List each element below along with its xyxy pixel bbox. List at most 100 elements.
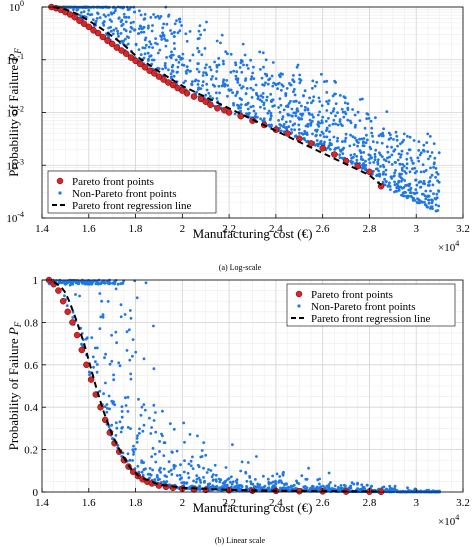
non-pareto-point	[271, 485, 274, 489]
non-pareto-point	[297, 482, 301, 485]
x-tick-label: 2	[180, 497, 186, 509]
non-pareto-point	[426, 132, 430, 136]
non-pareto-point	[105, 410, 109, 414]
non-pareto-point	[197, 50, 201, 54]
non-pareto-point	[408, 148, 412, 152]
non-pareto-point	[363, 164, 367, 168]
non-pareto-point	[280, 117, 284, 121]
non-pareto-point	[114, 9, 117, 13]
non-pareto-point	[208, 65, 212, 69]
non-pareto-point	[419, 151, 423, 155]
non-pareto-point	[390, 153, 394, 157]
non-pareto-point	[159, 470, 163, 474]
non-pareto-point	[284, 120, 288, 124]
non-pareto-point	[395, 489, 399, 493]
non-pareto-point	[108, 282, 112, 285]
pareto-point	[55, 287, 62, 294]
non-pareto-point	[261, 119, 265, 123]
non-pareto-point	[303, 108, 307, 112]
non-pareto-point	[195, 90, 199, 94]
non-pareto-point	[329, 148, 332, 151]
non-pareto-point	[167, 460, 171, 464]
non-pareto-point	[251, 71, 255, 75]
non-pareto-point	[377, 134, 381, 138]
non-pareto-point	[193, 79, 197, 83]
non-pareto-point	[428, 179, 432, 183]
non-pareto-point	[405, 162, 409, 166]
non-pareto-point	[292, 74, 295, 77]
non-pareto-point	[141, 429, 145, 433]
non-pareto-point	[399, 153, 403, 157]
non-pareto-point	[108, 407, 111, 411]
non-pareto-point	[194, 480, 198, 484]
non-pareto-point	[65, 304, 69, 307]
non-pareto-point	[226, 94, 229, 98]
x-tick-label: 1.8	[129, 223, 143, 235]
non-pareto-point	[175, 474, 179, 477]
non-pareto-point	[374, 116, 377, 120]
non-pareto-point	[387, 160, 391, 164]
non-pareto-point	[359, 155, 363, 159]
non-pareto-point	[116, 32, 120, 35]
non-pareto-point	[293, 135, 297, 138]
non-pareto-point	[240, 70, 244, 74]
non-pareto-point	[118, 420, 122, 424]
non-pareto-point	[401, 140, 404, 144]
non-pareto-point	[101, 313, 105, 317]
non-pareto-point	[196, 83, 200, 86]
non-pareto-point	[149, 16, 153, 19]
non-pareto-point	[217, 84, 221, 88]
non-pareto-point	[237, 104, 241, 108]
non-pareto-point	[156, 14, 160, 18]
non-pareto-point	[244, 471, 248, 475]
non-pareto-point	[383, 183, 387, 187]
non-pareto-point	[289, 83, 293, 87]
non-pareto-point	[349, 133, 352, 137]
non-pareto-point	[434, 175, 437, 179]
non-pareto-point	[258, 50, 262, 54]
pareto-point	[132, 57, 139, 65]
non-pareto-point	[254, 83, 258, 87]
non-pareto-point	[114, 330, 118, 334]
non-pareto-point	[240, 484, 244, 488]
non-pareto-point	[131, 354, 134, 358]
non-pareto-point	[318, 482, 321, 486]
non-pareto-point	[132, 450, 136, 454]
non-pareto-point	[174, 58, 178, 62]
non-pareto-point	[179, 463, 182, 467]
non-pareto-point	[110, 359, 114, 363]
non-pareto-point	[219, 41, 222, 45]
non-pareto-point	[327, 483, 331, 487]
non-pareto-point	[295, 65, 299, 69]
non-pareto-point	[299, 79, 303, 82]
non-pareto-point	[258, 98, 262, 102]
non-pareto-point	[325, 126, 329, 130]
non-pareto-point	[311, 484, 314, 488]
non-pareto-point	[191, 467, 195, 470]
non-pareto-point	[392, 138, 395, 141]
non-pareto-point	[343, 140, 347, 143]
non-pareto-point	[218, 91, 222, 95]
y-axis-label-sub: F	[13, 48, 23, 55]
non-pareto-point	[91, 355, 95, 359]
non-pareto-point	[59, 280, 63, 284]
non-pareto-point	[88, 13, 92, 17]
non-pareto-point	[262, 65, 265, 69]
non-pareto-point	[384, 180, 388, 184]
non-pareto-point	[291, 123, 295, 127]
x-axis: 1.4 1.6 1.8 2 2.2 2.4 2.6 2.8 3 3.2 Manufacturing …	[35, 488, 470, 528]
non-pareto-point	[340, 107, 344, 111]
non-pareto-point	[291, 79, 295, 82]
non-pareto-point	[187, 462, 191, 466]
non-pareto-point	[172, 464, 176, 468]
non-pareto-point	[360, 166, 364, 170]
non-pareto-point	[427, 201, 431, 205]
pareto-point	[155, 73, 163, 80]
non-pareto-point	[399, 185, 402, 189]
non-pareto-point	[261, 51, 265, 55]
non-pareto-point	[154, 37, 158, 40]
non-pareto-point	[309, 123, 313, 127]
non-pareto-point	[86, 12, 90, 16]
non-pareto-point	[217, 56, 221, 60]
non-pareto-point	[198, 479, 202, 482]
